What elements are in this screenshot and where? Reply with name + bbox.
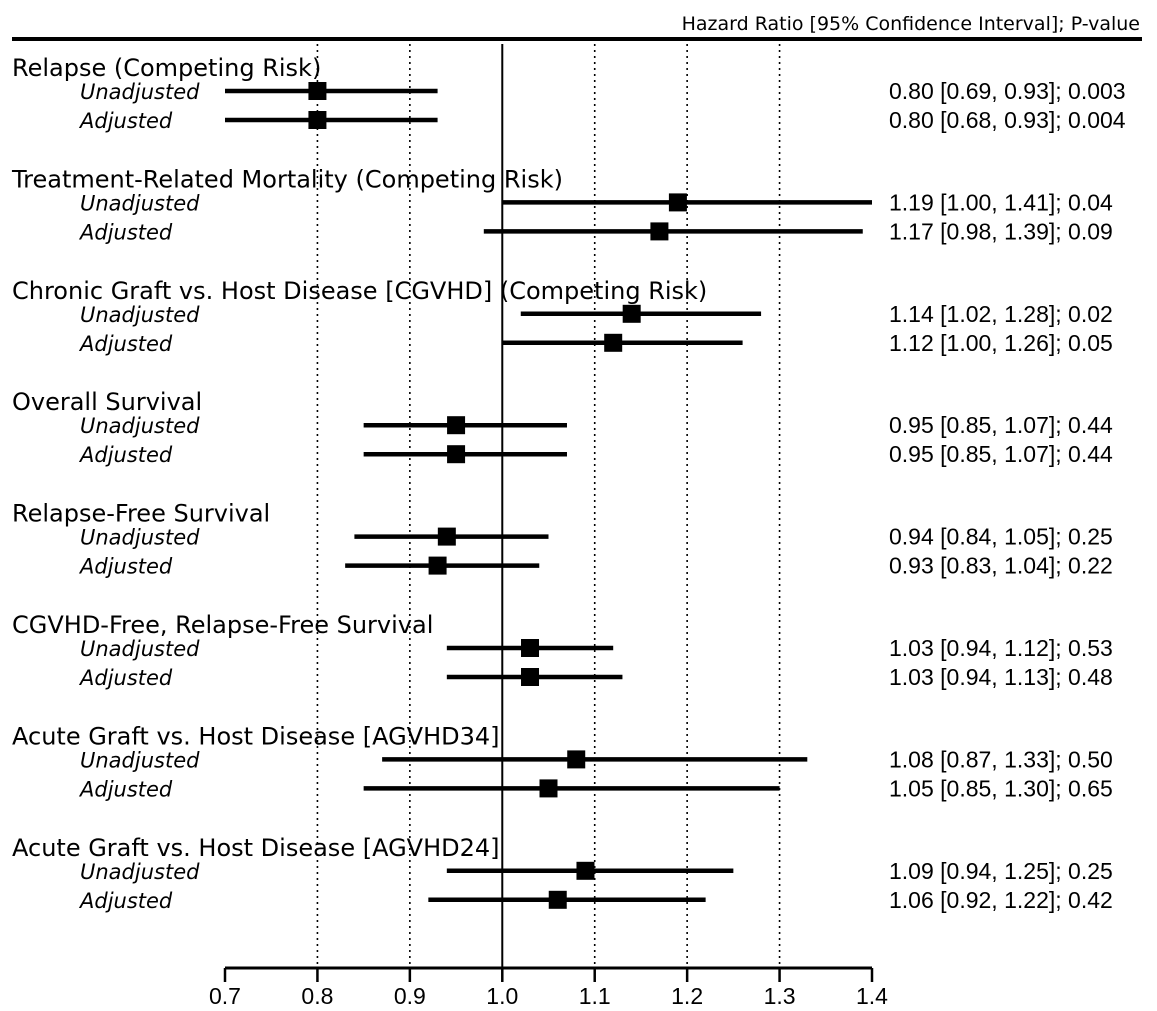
- row-label: Adjusted: [78, 666, 173, 690]
- x-axis: 0.7 0.8 0.9 1.0 1.1 1.2 1.3 1.4: [209, 966, 888, 1009]
- row-label: Unadjusted: [80, 80, 200, 104]
- row-statistic: 1.19 [1.00, 1.41]; 0.04: [889, 189, 1113, 215]
- outcome-group: Relapse (Competing Risk)Unadjusted 0.80 […: [12, 54, 1126, 133]
- row-label: Unadjusted: [80, 303, 200, 327]
- group-title: CGVHD-Free, Relapse-Free Survival: [12, 611, 433, 639]
- gridlines: [316, 44, 781, 968]
- row-statistic: 1.12 [1.00, 1.26]; 0.05: [889, 330, 1113, 356]
- forest-rows: Relapse (Competing Risk)Unadjusted 0.80 […: [11, 54, 1126, 913]
- row-label: Adjusted: [78, 555, 173, 579]
- row-statistic: 1.09 [0.94, 1.25]; 0.25: [889, 858, 1113, 884]
- group-title: Chronic Graft vs. Host Disease [CGVHD] (…: [12, 277, 707, 305]
- x-tick-label: 1.3: [764, 983, 796, 1009]
- row-label: Unadjusted: [80, 637, 200, 661]
- outcome-group: Acute Graft vs. Host Disease [AGVHD24]Un…: [12, 834, 1113, 913]
- row-statistic: 1.03 [0.94, 1.13]; 0.48: [889, 664, 1113, 690]
- group-title: Acute Graft vs. Host Disease [AGVHD24]: [12, 834, 500, 862]
- point-estimate: [521, 668, 540, 686]
- row-statistic: 0.95 [0.85, 1.07]; 0.44: [889, 441, 1113, 467]
- point-estimate: [428, 556, 447, 575]
- point-estimate: [521, 639, 540, 657]
- row-statistic: 0.95 [0.85, 1.07]; 0.44: [889, 412, 1113, 438]
- outcome-group: Acute Graft vs. Host Disease [AGVHD34]Un…: [12, 722, 1113, 801]
- row-statistic: 0.80 [0.68, 0.93]; 0.004: [889, 107, 1126, 133]
- x-tick-label: 0.9: [394, 983, 426, 1009]
- column-header: Hazard Ratio [95% Confidence Interval]; …: [682, 13, 1140, 35]
- x-tick-label: 0.7: [209, 983, 241, 1009]
- outcome-group: Chronic Graft vs. Host Disease [CGVHD] (…: [12, 277, 1113, 356]
- row-label: Unadjusted: [80, 748, 200, 772]
- point-estimate: [447, 445, 466, 464]
- row-label: Adjusted: [78, 443, 173, 467]
- row-label: Unadjusted: [80, 414, 200, 438]
- point-estimate: [548, 890, 567, 909]
- point-estimate: [668, 193, 687, 212]
- point-estimate: [622, 304, 641, 323]
- point-estimate: [539, 779, 558, 798]
- point-estimate: [576, 861, 595, 880]
- row-statistic: 1.05 [0.85, 1.30]; 0.65: [889, 775, 1113, 801]
- group-title: Acute Graft vs. Host Disease [AGVHD34]: [12, 722, 500, 750]
- row-label: Adjusted: [78, 109, 173, 133]
- point-estimate: [567, 750, 586, 769]
- row-statistic: 1.08 [0.87, 1.33]; 0.50: [889, 746, 1113, 772]
- x-tick-label: 1.4: [856, 983, 888, 1009]
- row-statistic: 1.03 [0.94, 1.12]; 0.53: [889, 635, 1113, 661]
- group-title: Treatment-Related Mortality (Competing R…: [11, 165, 563, 193]
- row-label: Unadjusted: [80, 191, 200, 215]
- point-estimate: [308, 82, 327, 100]
- row-label: Adjusted: [78, 220, 173, 244]
- group-title: Overall Survival: [12, 388, 202, 416]
- row-label: Unadjusted: [80, 860, 200, 884]
- x-tick-label: 1.1: [579, 983, 611, 1009]
- x-tick-label: 0.8: [301, 983, 333, 1009]
- row-statistic: 1.14 [1.02, 1.28]; 0.02: [889, 301, 1113, 327]
- group-title: Relapse (Competing Risk): [12, 54, 321, 82]
- x-tick-label: 1.0: [486, 983, 518, 1009]
- row-label: Adjusted: [78, 332, 173, 356]
- outcome-group: CGVHD-Free, Relapse-Free SurvivalUnadjus…: [12, 611, 1113, 690]
- row-statistic: 1.06 [0.92, 1.22]; 0.42: [889, 887, 1113, 913]
- point-estimate: [447, 416, 466, 435]
- group-title: Relapse-Free Survival: [12, 500, 270, 528]
- row-statistic: 0.80 [0.69, 0.93]; 0.003: [889, 78, 1126, 104]
- outcome-group: Treatment-Related Mortality (Competing R…: [11, 165, 1113, 244]
- point-estimate: [437, 527, 456, 546]
- point-estimate: [650, 222, 669, 241]
- point-estimate: [308, 111, 327, 129]
- row-label: Adjusted: [78, 889, 173, 913]
- row-label: Adjusted: [78, 777, 173, 801]
- row-label: Unadjusted: [80, 526, 200, 550]
- point-estimate: [604, 333, 623, 352]
- row-statistic: 1.17 [0.98, 1.39]; 0.09: [889, 218, 1113, 244]
- row-statistic: 0.93 [0.83, 1.04]; 0.22: [889, 553, 1113, 579]
- x-tick-label: 1.2: [671, 983, 703, 1009]
- row-statistic: 0.94 [0.84, 1.05]; 0.25: [889, 524, 1113, 550]
